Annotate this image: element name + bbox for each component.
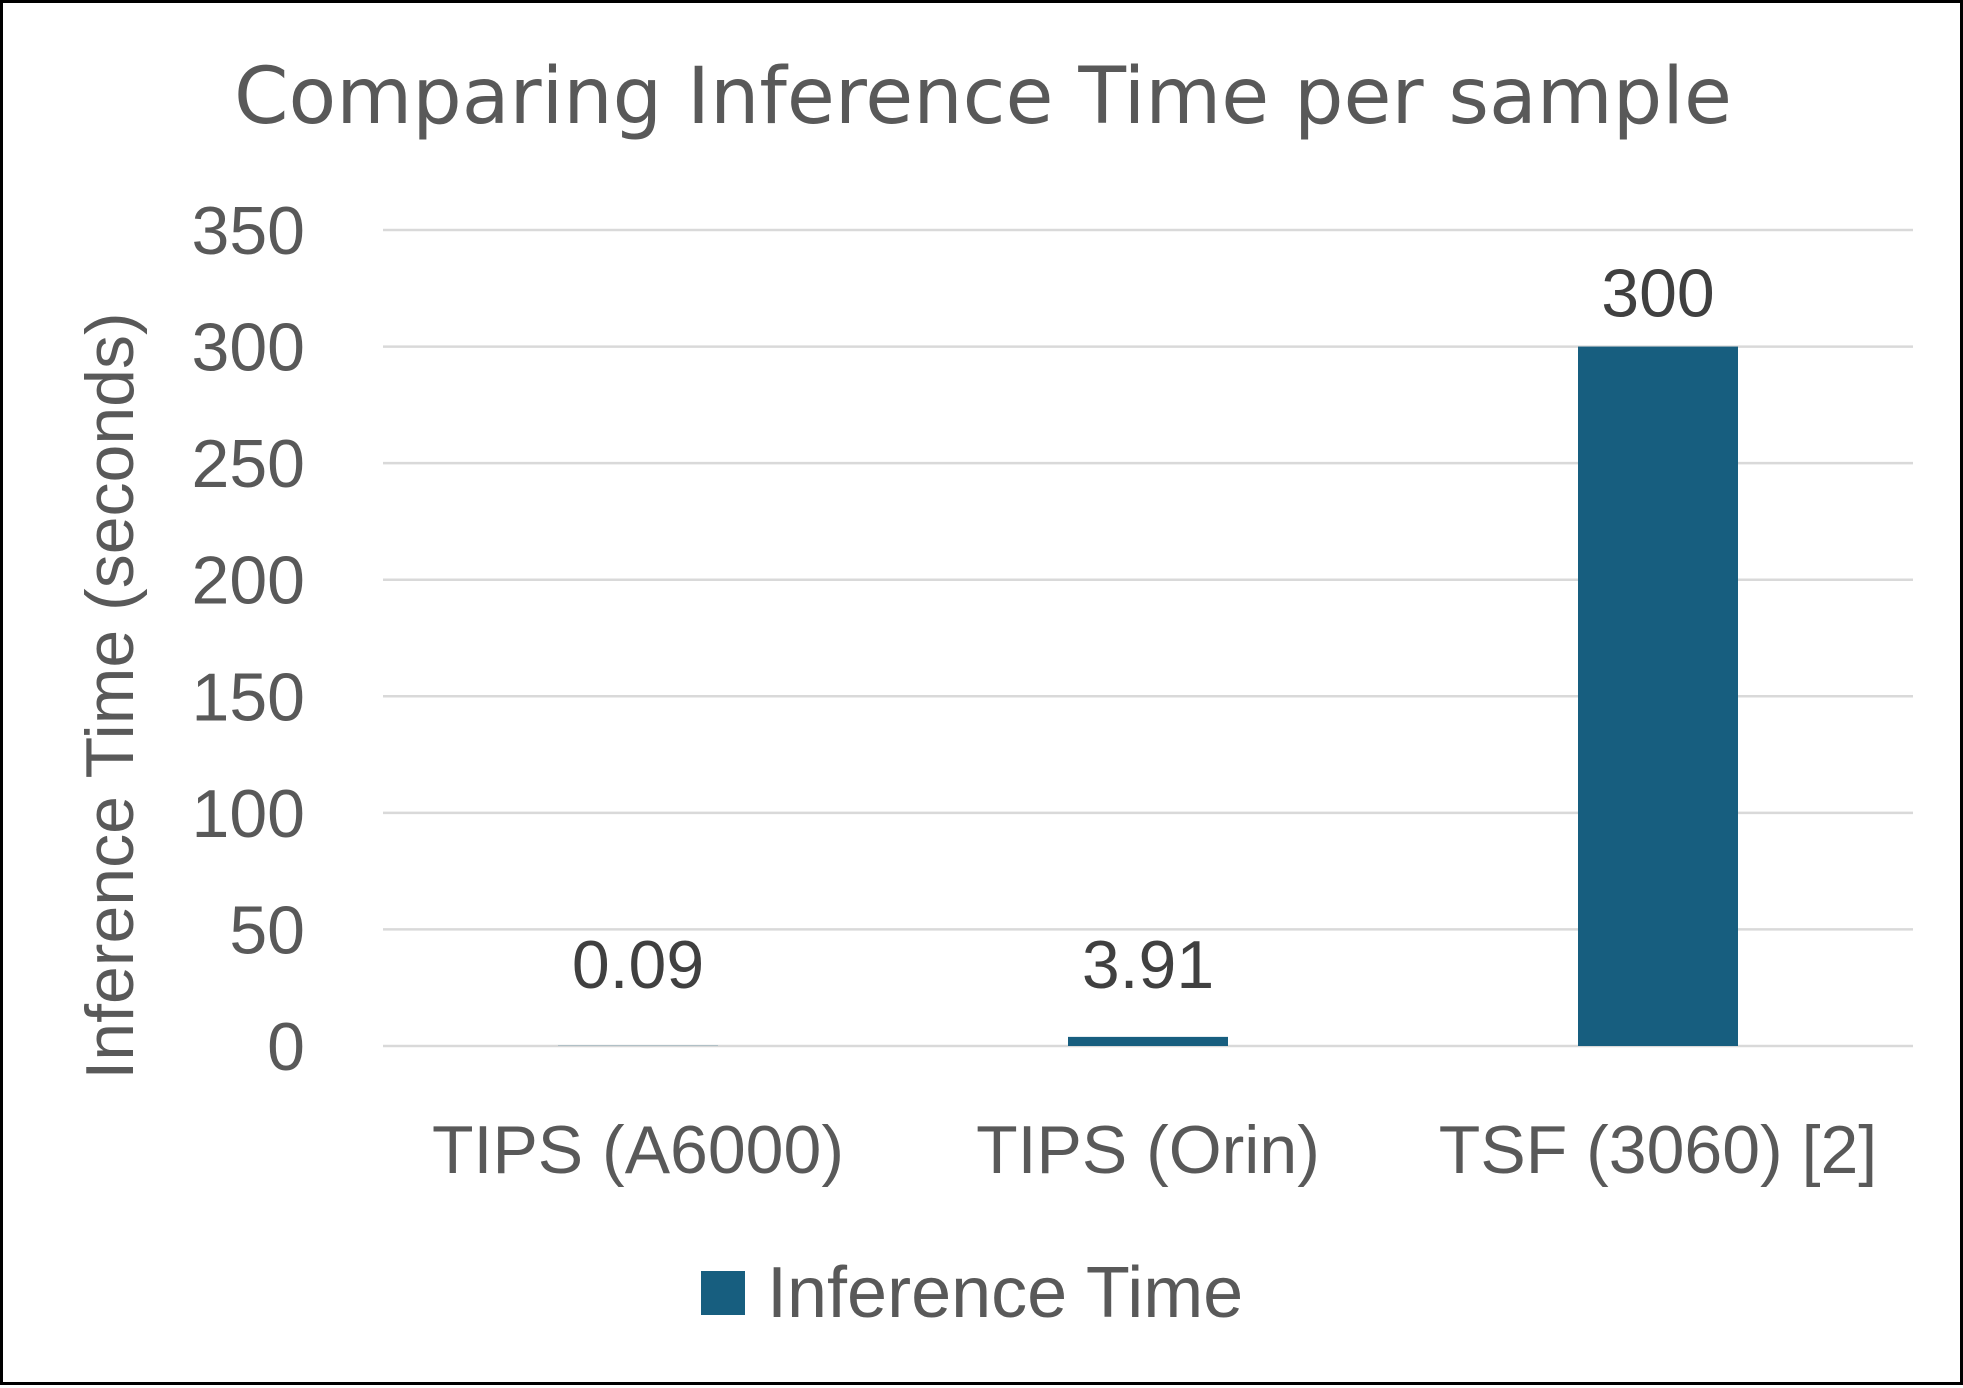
y-axis-tick-labels: 0 50 100 150 200 250 300 350	[192, 193, 305, 1085]
legend: Inference Time	[701, 1253, 1243, 1333]
x-axis-category-labels: TIPS (A6000) TIPS (Orin) TSF (3060) [2]	[432, 1112, 1877, 1188]
y-tick-label-350: 350	[192, 193, 305, 269]
y-tick-label-0: 0	[267, 1009, 305, 1085]
y-tick-label-300: 300	[192, 310, 305, 386]
bar-1	[1068, 1037, 1228, 1046]
y-tick-label-150: 150	[192, 659, 305, 735]
x-category-label-0: TIPS (A6000)	[432, 1112, 844, 1188]
y-tick-label-100: 100	[192, 776, 305, 852]
x-category-label-2: TSF (3060) [2]	[1439, 1112, 1877, 1188]
chart-title: Comparing Inference Time per sample	[234, 52, 1732, 142]
x-category-label-1: TIPS (Orin)	[976, 1112, 1320, 1188]
bar-chart: Comparing Inference Time per sample 0 50 1…	[3, 3, 1963, 1388]
bar-2	[1578, 347, 1738, 1046]
y-axis-title: Inference Time (seconds)	[72, 312, 148, 1079]
data-label-1: 3.91	[1082, 927, 1214, 1003]
legend-label-inference-time: Inference Time	[767, 1253, 1243, 1333]
y-tick-label-250: 250	[192, 426, 305, 502]
data-label-2: 300	[1601, 256, 1714, 332]
legend-swatch	[701, 1271, 745, 1315]
data-labels: 0.09 3.91 300	[572, 256, 1715, 1003]
y-tick-label-50: 50	[229, 892, 305, 968]
data-label-0: 0.09	[572, 927, 704, 1003]
y-tick-label-200: 200	[192, 543, 305, 619]
